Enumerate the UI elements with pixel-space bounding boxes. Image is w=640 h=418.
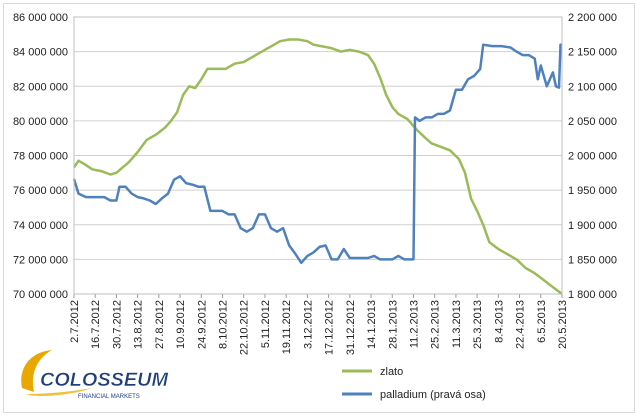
right-axis-tick-label: 1 850 000 [568,254,617,266]
x-axis-tick-label: 2.7.2012 [69,300,81,343]
logo-swoosh-icon [21,350,52,392]
x-axis-tick-label: 10.9.2012 [175,300,187,349]
x-axis-ticks: 2.7.2012 16.7.2012 30.7.2012 13.8.2012 27.8.… [69,294,569,355]
x-axis-tick-label: 20.5.2013 [557,300,569,349]
legend: zlato palladium (pravá osa) [342,366,486,401]
left-axis-tick-label: 72 000 000 [13,254,68,266]
x-axis-tick-label: 17.12.2012 [324,300,336,355]
x-axis-tick-label: 3.12.2012 [302,300,314,349]
x-axis-tick-label: 28.1.2013 [387,300,399,349]
right-axis-tick-label: 2 100 000 [568,81,617,93]
x-axis-tick-label: 25.3.2013 [472,300,484,349]
logo-wordmark: COLOSSEUM [40,370,169,391]
x-axis-tick-label: 27.8.2012 [154,300,166,349]
right-axis-tick-label: 2 200 000 [568,12,617,24]
left-axis-tick-label: 86 000 000 [13,12,68,24]
x-axis-tick-label: 22.10.2012 [239,300,251,355]
x-axis-tick-label: 8.10.2012 [218,300,230,349]
logo-tagline: FINANCIAL MARKETS [78,394,140,400]
x-axis-tick-label: 11.2.2013 [408,300,420,348]
left-axis-tick-label: 84 000 000 [13,47,68,59]
right-axis-tick-label: 2 050 000 [568,116,617,128]
right-axis-tick-label: 1 950 000 [568,185,617,197]
right-axis-tick-label: 1 900 000 [568,220,617,232]
x-axis-tick-label: 25.2.2013 [430,300,442,349]
plot-area-border [73,16,563,295]
right-axis-ticks: 1 800 000 1 850 000 1 900 000 1 950 000 2 00… [568,12,617,301]
x-axis-tick-label: 24.9.2012 [196,300,208,349]
gridlines [74,16,562,295]
legend-label-palladium: palladium (pravá osa) [380,389,486,401]
chart-frame [3,3,635,413]
left-axis-tick-label: 74 000 000 [13,220,68,232]
logo-swoosh-accent-icon [26,388,92,396]
left-axis-tick-label: 70 000 000 [13,289,68,301]
series-line-palladium [72,43,562,265]
left-axis-tick-label: 76 000 000 [13,185,68,197]
right-axis-tick-label: 2 150 000 [568,47,617,59]
left-axis-tick-label: 80 000 000 [13,116,68,128]
left-axis-tick-label: 82 000 000 [13,81,68,93]
series-line-zlato [72,38,563,295]
right-axis-tick-label: 2 000 000 [568,151,617,163]
x-axis-tick-label: 14.1.2013 [366,300,378,349]
legend-label-zlato: zlato [380,366,403,378]
x-axis-tick-label: 8.4.2013 [493,300,505,343]
left-axis-ticks: 70 000 000 72 000 000 74 000 000 76 000 000… [13,12,68,301]
x-axis-tick-label: 11.3.2013 [451,300,463,348]
x-axis-tick-label: 13.8.2012 [133,300,145,349]
x-axis-tick-label: 30.7.2012 [111,300,123,349]
x-axis-tick-label: 16.7.2012 [90,300,102,349]
left-axis-tick-label: 78 000 000 [13,151,68,163]
x-axis-tick-label: 5.11.2012 [260,300,272,348]
x-axis-tick-label: 19.11.2012 [281,300,293,354]
x-axis-tick-label: 22.4.2013 [515,300,527,349]
series-layer [72,38,563,295]
x-axis-tick-label: 31.12.2012 [345,300,357,355]
colosseum-logo: COLOSSEUM FINANCIAL MARKETS [21,350,169,400]
right-axis-tick-label: 1 800 000 [568,289,617,301]
x-axis-tick-label: 6.5.2013 [536,300,548,343]
